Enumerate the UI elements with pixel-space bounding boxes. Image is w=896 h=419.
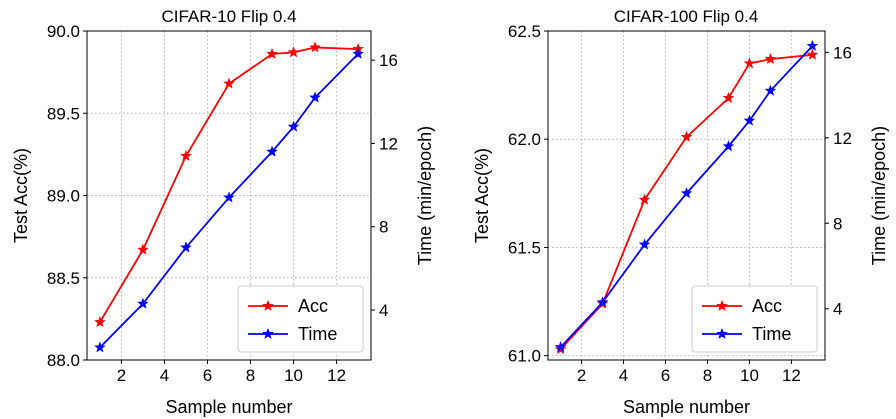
y-tick-label: 90.0 (47, 22, 80, 41)
data-point (223, 191, 235, 203)
data-point (743, 57, 756, 69)
legend-label-acc: Acc (298, 296, 328, 316)
y2-axis-label: Time (min/epoch) (415, 126, 435, 265)
y2-tick-label: 12 (379, 134, 398, 153)
y2-tick-label: 16 (833, 43, 852, 62)
legend-marker-acc (262, 299, 274, 312)
data-point (722, 140, 735, 152)
data-point (596, 296, 609, 308)
x-tick-label: 8 (246, 366, 255, 385)
series-line-time (559, 45, 814, 348)
data-point (180, 241, 192, 253)
y2-tick-label: 8 (379, 218, 388, 237)
legend: Acc Time (237, 285, 364, 353)
data-point (806, 48, 819, 60)
x-tick-label: 6 (203, 366, 212, 385)
y2-tick-label: 16 (379, 51, 398, 70)
legend-marker-acc (716, 299, 728, 312)
x-tick-label: 10 (284, 366, 303, 385)
y-tick-label: 89.0 (47, 187, 80, 206)
y-tick-label: 89.5 (47, 104, 80, 123)
legend-marker-time (262, 327, 274, 340)
data-point (554, 340, 567, 353)
data-point (180, 149, 192, 162)
data-point (722, 91, 735, 104)
legend-label-time: Time (752, 324, 791, 344)
legend-marker-time (716, 327, 728, 340)
series-line-acc (559, 53, 813, 350)
legend-label-time: Time (298, 324, 337, 344)
series-line-acc (99, 46, 359, 323)
data-point (680, 130, 693, 143)
x-tick-label: 2 (117, 366, 126, 385)
x-tick-label: 6 (661, 366, 670, 385)
y2-tick-label: 4 (379, 301, 388, 320)
y-axis-label: Test Acc(%) (472, 148, 492, 243)
data-point (638, 193, 651, 205)
data-point (352, 47, 365, 59)
data-point (309, 41, 321, 53)
data-point (287, 120, 300, 132)
data-point (266, 145, 278, 157)
y-tick-label: 88.0 (47, 351, 80, 370)
x-tick-label: 4 (160, 366, 169, 385)
data-point (764, 84, 777, 96)
y2-tick-label: 8 (833, 214, 842, 233)
chart-panel-2: 2 4 6 8 10 12 61.0 61.5 62.0 62.5 4 8 12 16 CIFAR-100 … (472, 7, 889, 417)
data-point (266, 47, 278, 60)
chart-panel-1: 2 4 6 8 10 12 88.0 88.5 89.0 89.5 90.0 4 8 12 16 CIFAR-… (11, 7, 435, 417)
data-point (137, 297, 149, 309)
chart-title: CIFAR-10 Flip 0.4 (161, 7, 296, 26)
y-tick-label: 88.5 (47, 269, 80, 288)
data-point (764, 52, 777, 65)
series-time (554, 39, 819, 353)
legend: Acc Time (691, 285, 818, 353)
data-point (638, 238, 651, 250)
x-tick-label: 12 (327, 366, 346, 385)
x-tick-label: 2 (577, 366, 586, 385)
x-tick-label: 10 (740, 366, 759, 385)
data-point (287, 46, 300, 58)
y-tick-label: 62.5 (508, 22, 541, 41)
x-tick-label: 4 (619, 366, 628, 385)
y-tick-label: 61.5 (508, 238, 541, 257)
series-acc (93, 41, 365, 328)
data-point (743, 114, 756, 126)
x-axis-label: Sample number (165, 397, 292, 417)
data-point (806, 39, 819, 51)
chart-title: CIFAR-100 Flip 0.4 (614, 7, 759, 26)
x-axis-label: Sample number (623, 397, 750, 417)
data-point (137, 243, 149, 255)
series-time (93, 47, 365, 353)
y2-axis-label: Time (min/epoch) (869, 126, 889, 265)
y-tick-label: 62.0 (508, 130, 541, 149)
y-axis-label: Test Acc(%) (11, 148, 31, 243)
data-point (309, 91, 321, 103)
data-point (680, 187, 693, 199)
y2-tick-label: 4 (833, 300, 842, 319)
y2-tick-label: 12 (833, 129, 852, 148)
x-tick-label: 12 (782, 366, 801, 385)
x-tick-label: 8 (703, 366, 712, 385)
plot-frame (547, 30, 826, 361)
data-point (223, 77, 235, 89)
data-point (93, 315, 106, 328)
data-point (93, 341, 106, 353)
legend-label-acc: Acc (752, 296, 782, 316)
y-tick-label: 61.0 (508, 347, 541, 366)
